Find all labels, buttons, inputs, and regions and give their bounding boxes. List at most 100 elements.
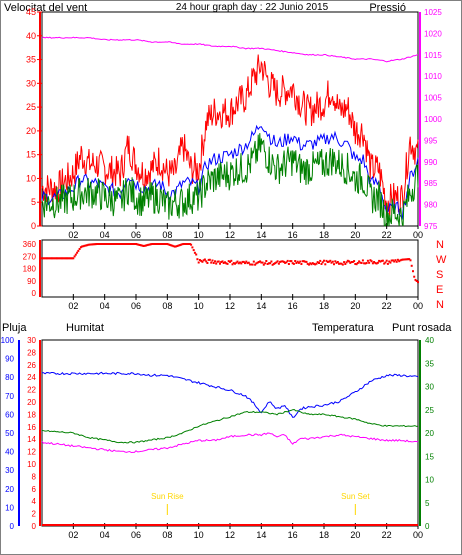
direction-point	[400, 258, 403, 261]
direction-point	[41, 257, 43, 260]
direction-point	[103, 243, 106, 245]
direction-point	[192, 249, 195, 252]
direction-point	[152, 243, 155, 245]
direction-point	[163, 243, 166, 245]
direction-point	[59, 257, 62, 260]
wind-tick-label: 40	[26, 31, 36, 41]
temperature-line	[41, 408, 419, 444]
direction-point	[294, 260, 297, 262]
pressure-tick-label: 1025	[424, 8, 442, 17]
x-tick-label: 08	[162, 530, 172, 540]
direction-point	[239, 261, 241, 264]
direction-point	[147, 243, 150, 246]
direction-tick-label: 90	[27, 277, 36, 286]
direction-point	[146, 244, 149, 247]
direction-point	[120, 243, 122, 245]
direction-point	[125, 243, 127, 245]
direction-point	[160, 243, 163, 245]
chart-title: 24 hour graph day : 22 Junio 2015	[176, 2, 329, 13]
direction-point	[190, 243, 193, 246]
direction-point	[389, 261, 392, 264]
direction-point	[412, 270, 414, 273]
direction-point	[265, 260, 268, 262]
direction-point	[200, 259, 203, 262]
direction-point	[310, 263, 313, 266]
direction-point	[308, 263, 310, 266]
direction-point	[57, 257, 60, 260]
direction-point	[89, 243, 92, 246]
direction-point	[379, 260, 382, 263]
direction-point	[227, 260, 230, 263]
pressure-tick-label: 1010	[424, 72, 442, 81]
temperature-legend: Temperatura	[312, 322, 375, 334]
direction-point	[356, 262, 359, 264]
direction-point	[348, 260, 351, 263]
x-tick-label: 22	[382, 530, 392, 540]
direction-point	[210, 261, 213, 264]
direction-point	[68, 257, 71, 260]
direction-point	[237, 262, 240, 265]
direction-point	[177, 244, 180, 247]
pressure-tick-label: 1000	[424, 115, 442, 124]
rain-tick-label: 30	[5, 466, 14, 475]
direction-point	[280, 260, 283, 263]
direction-point	[48, 257, 51, 260]
direction-point	[53, 257, 56, 260]
pressure-tick-label: 990	[424, 158, 438, 167]
speed-line	[41, 133, 419, 227]
direction-point	[198, 259, 201, 261]
direction-point	[334, 260, 337, 263]
direction-point	[193, 251, 196, 254]
temperature-tick-label: 10	[425, 476, 434, 485]
direction-point	[51, 257, 53, 260]
direction-point	[67, 257, 70, 260]
direction-point	[216, 260, 219, 263]
direction-point	[219, 262, 221, 265]
x-tick-label: 20	[350, 230, 360, 240]
direction-point	[245, 260, 248, 263]
direction-point	[81, 245, 84, 248]
direction-point	[130, 243, 132, 245]
direction-point	[122, 243, 125, 245]
direction-point	[309, 262, 312, 265]
rain-tick-label: 10	[5, 503, 14, 512]
x-tick-label: 10	[194, 530, 204, 540]
dewpoint-legend: Punt rosada	[392, 322, 452, 334]
direction-point	[121, 243, 124, 245]
direction-point	[380, 259, 383, 262]
rain-tick-label: 60	[5, 410, 14, 419]
direction-point	[96, 243, 99, 245]
direction-point	[360, 262, 363, 264]
direction-point	[182, 243, 185, 245]
direction-point	[324, 263, 327, 266]
gust-line	[41, 54, 419, 217]
direction-point	[297, 261, 300, 264]
direction-point	[114, 243, 117, 245]
direction-point	[171, 244, 174, 247]
direction-point	[180, 243, 183, 246]
direction-point	[91, 243, 94, 246]
direction-point	[295, 262, 298, 264]
direction-point	[394, 259, 397, 262]
direction-point	[42, 257, 45, 260]
direction-point	[319, 259, 322, 262]
pressure-tick-label: 980	[424, 201, 438, 210]
direction-point	[136, 243, 139, 246]
x-tick-label: 22	[382, 301, 392, 311]
direction-point	[168, 243, 171, 246]
direction-point	[137, 243, 140, 246]
direction-point	[381, 259, 384, 262]
direction-point	[346, 259, 349, 262]
humidity-legend: Humitat	[66, 322, 104, 334]
x-tick-label: 16	[288, 230, 298, 240]
direction-point	[76, 251, 79, 254]
compass-letter: W	[436, 254, 447, 266]
rain-tick-label: 70	[5, 392, 14, 401]
direction-point	[197, 261, 200, 264]
direction-point	[413, 275, 416, 278]
direction-point	[270, 260, 273, 263]
x-tick-label: 12	[225, 530, 235, 540]
direction-point	[44, 257, 47, 260]
